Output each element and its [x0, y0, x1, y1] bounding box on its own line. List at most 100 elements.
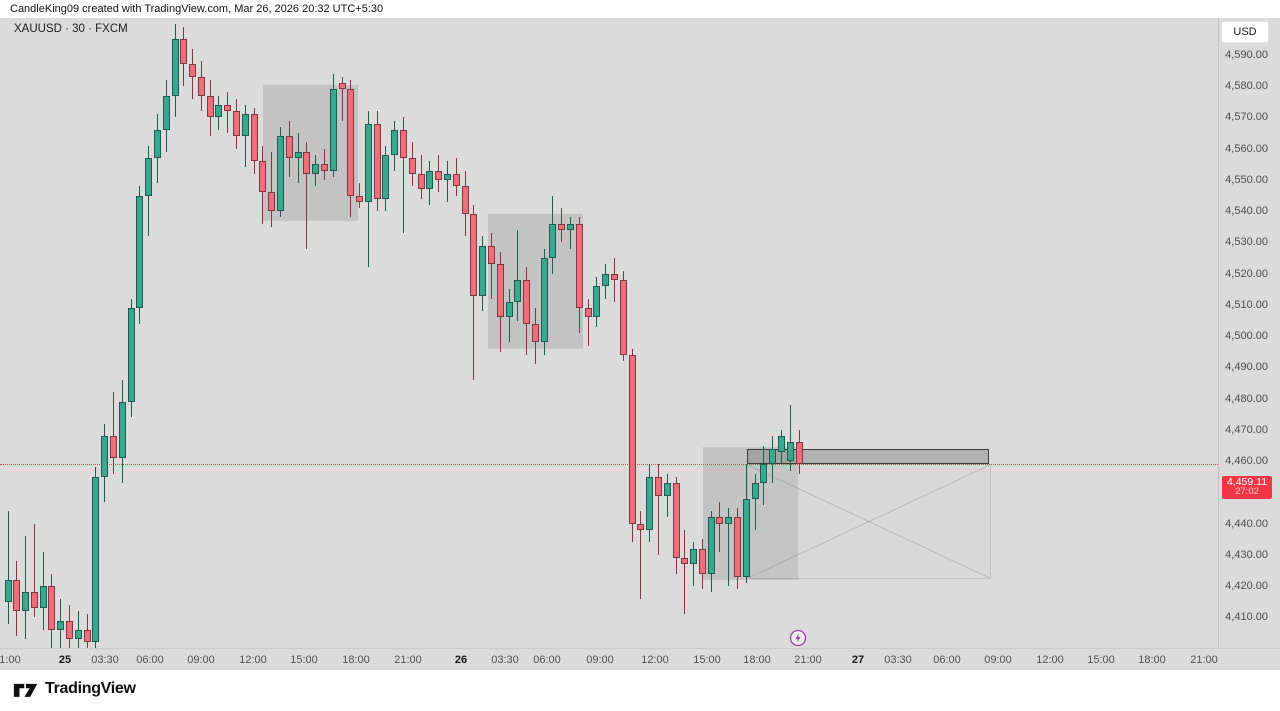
candle-body: [171, 39, 179, 96]
candle-wick: [570, 217, 572, 249]
event-marker-icon[interactable]: [789, 629, 807, 648]
candle-body: [707, 517, 715, 574]
candle-wick: [728, 508, 730, 587]
currency-toggle-button[interactable]: USD: [1221, 21, 1269, 43]
candle-body: [698, 548, 706, 574]
time-axis-label: 12:00: [641, 654, 669, 666]
time-axis-label: 06:00: [933, 654, 961, 666]
candle-body: [408, 158, 416, 174]
current-price-value: 4,459.11: [1226, 476, 1268, 489]
candle-body: [312, 164, 320, 174]
symbol-legend[interactable]: XAUUSD · 30 · FXCM: [14, 23, 128, 35]
chart-canvas[interactable]: XAUUSD · 30 · FXCM: [0, 18, 1218, 648]
price-axis-label: 4,520.00: [1225, 267, 1268, 280]
time-axis-label: 21:00: [1190, 654, 1218, 666]
time-axis-label: 06:00: [533, 654, 561, 666]
current-price-line: [0, 463, 1218, 465]
current-price-badge[interactable]: 4,459.11 27:02: [1222, 475, 1272, 499]
candle-body: [611, 273, 618, 280]
candle-body: [795, 442, 803, 465]
candle-body: [180, 39, 188, 65]
candle-body: [66, 620, 74, 640]
candle-body: [13, 579, 21, 612]
candle-body: [189, 64, 197, 77]
candle-body: [92, 476, 100, 643]
candle-body: [109, 436, 117, 458]
candle-body: [681, 558, 689, 565]
candle-body: [162, 95, 170, 130]
projection-box-drawing[interactable]: [747, 463, 991, 579]
candle-body: [435, 170, 443, 180]
candle-body: [426, 170, 434, 190]
candle-wick: [517, 229, 519, 321]
attribution-bar: CandleKing09 created with TradingView.co…: [0, 0, 1280, 18]
candle-body: [575, 223, 583, 308]
candle-body: [602, 273, 610, 287]
candle-body: [30, 592, 38, 608]
time-axis-label: 1:00: [0, 654, 21, 666]
candle-body: [496, 264, 504, 318]
candle-body: [760, 464, 768, 483]
time-scale[interactable]: 1:00 25 03:30 06:00 09:00 12:00 15:00 18:00 21:0…: [0, 648, 1280, 671]
time-axis-label: 09:00: [187, 654, 215, 666]
candle-body: [567, 223, 575, 230]
price-axis-label: 4,570.00: [1225, 111, 1268, 124]
candle-body: [531, 323, 539, 343]
time-axis-label: 25: [58, 654, 72, 666]
resistance-band-drawing[interactable]: [747, 449, 989, 464]
candle-body: [786, 442, 794, 462]
price-axis-label: 4,580.00: [1225, 80, 1268, 93]
candle-body: [303, 151, 311, 174]
candle-body: [259, 161, 267, 193]
time-axis-label: 03:30: [491, 654, 519, 666]
candle-body: [646, 476, 654, 530]
candle-wick: [789, 404, 791, 471]
candle-body: [127, 308, 135, 402]
candle-body: [224, 104, 232, 112]
candle-body: [778, 436, 786, 452]
candle-body: [479, 245, 487, 296]
time-axis-label: 18:00: [1138, 654, 1166, 666]
time-axis-label: 06:00: [136, 654, 164, 666]
candle-body: [663, 483, 671, 496]
candle-body: [241, 114, 249, 137]
candle-body: [197, 76, 205, 96]
candle-body: [725, 517, 733, 524]
lightning-icon: [789, 629, 807, 647]
candle-wick: [306, 142, 308, 249]
candle-body: [514, 279, 522, 302]
candle-body: [400, 129, 408, 158]
price-scale[interactable]: 4,590.00 4,580.00 4,570.00 4,560.00 4,550.00…: [1218, 18, 1280, 648]
time-axis-label: 09:00: [586, 654, 614, 666]
candle-wick: [684, 529, 686, 615]
time-axis-label: 27: [851, 654, 865, 666]
time-axis-label: 09:00: [984, 654, 1012, 666]
demand-zone-3[interactable]: [703, 447, 798, 580]
candle-body: [320, 164, 328, 171]
candle-body: [505, 301, 513, 318]
candle-body: [470, 214, 478, 296]
candle-wick: [614, 258, 615, 302]
tradingview-logo[interactable]: TradingView: [13, 680, 136, 698]
price-axis-label: 4,470.00: [1225, 423, 1268, 436]
candle-body: [285, 136, 293, 158]
candle-body: [74, 629, 82, 640]
candle-body: [593, 286, 601, 318]
candle-wick: [25, 536, 27, 640]
candle-wick: [587, 298, 589, 346]
candle-body: [558, 223, 566, 230]
candle-body: [276, 136, 284, 212]
candle-wick: [640, 511, 642, 599]
candle-body: [417, 173, 425, 190]
candle-wick: [693, 542, 695, 587]
candle-wick: [77, 611, 79, 648]
price-axis-label: 4,530.00: [1225, 236, 1268, 249]
time-axis-label: 12:00: [239, 654, 267, 666]
candle-body: [584, 308, 592, 318]
candle-wick: [666, 473, 668, 518]
candle-body: [654, 476, 662, 496]
candle-body: [549, 223, 557, 258]
price-axis-label: 4,540.00: [1225, 205, 1268, 218]
projection-diagonals: [748, 464, 990, 578]
candle-body: [294, 151, 302, 158]
